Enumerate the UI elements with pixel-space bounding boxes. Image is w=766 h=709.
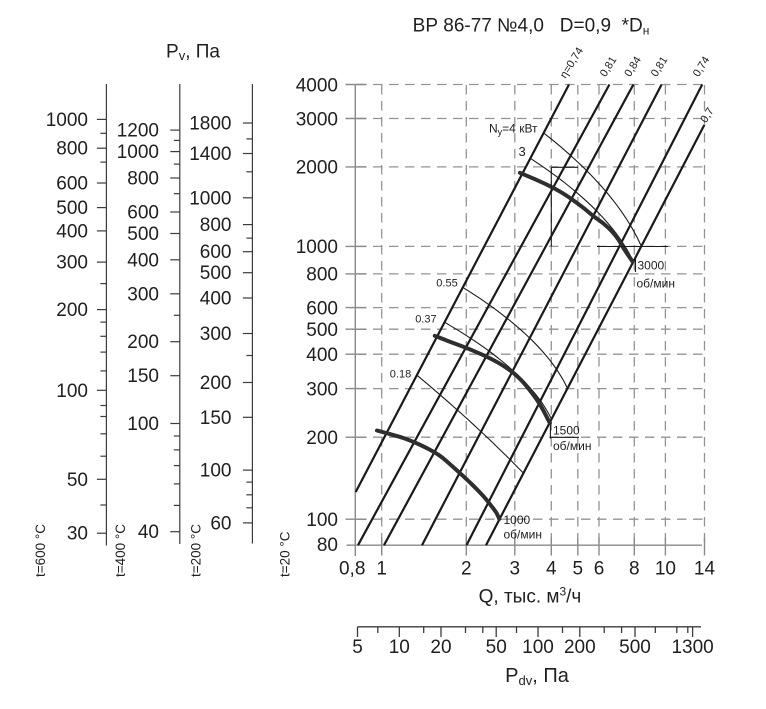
svg-text:500: 500 (306, 320, 338, 341)
svg-text:1300: 1300 (671, 637, 713, 658)
svg-text:t=400 °C: t=400 °C (113, 524, 128, 577)
svg-text:0,8: 0,8 (339, 559, 365, 580)
svg-text:20: 20 (430, 637, 451, 658)
svg-text:0.18: 0.18 (390, 369, 411, 381)
svg-text:50: 50 (67, 470, 88, 491)
svg-text:Nу=4 кВт: Nу=4 кВт (489, 122, 538, 138)
svg-text:об/мин: об/мин (637, 277, 675, 291)
svg-text:8: 8 (629, 559, 640, 580)
svg-text:400: 400 (200, 289, 232, 310)
svg-text:40: 40 (138, 522, 159, 543)
svg-text:500: 500 (200, 263, 232, 284)
svg-text:30: 30 (67, 524, 88, 545)
svg-text:Pv, Па: Pv, Па (166, 42, 220, 64)
svg-text:80: 80 (317, 535, 338, 556)
svg-text:0.55: 0.55 (436, 278, 457, 290)
svg-text:200: 200 (56, 300, 88, 321)
svg-text:5: 5 (573, 559, 584, 580)
svg-text:t=200 °C: t=200 °C (189, 524, 204, 577)
svg-text:800: 800 (127, 169, 159, 190)
svg-text:6: 6 (594, 559, 605, 580)
svg-text:800: 800 (56, 139, 88, 160)
svg-text:10: 10 (389, 637, 410, 658)
svg-text:t=20 °C: t=20 °C (278, 531, 293, 577)
svg-text:Pdv, Па: Pdv, Па (505, 665, 570, 688)
svg-text:3000: 3000 (296, 109, 338, 130)
svg-text:об/мин: об/мин (504, 528, 542, 542)
svg-text:100: 100 (200, 461, 232, 482)
svg-text:1200: 1200 (117, 121, 159, 142)
svg-text:1000: 1000 (504, 513, 531, 527)
svg-text:300: 300 (127, 284, 159, 305)
svg-text:300: 300 (56, 253, 88, 274)
svg-text:1000: 1000 (296, 237, 338, 258)
svg-text:Q, тыс. м3/ч: Q, тыс. м3/ч (479, 585, 582, 608)
svg-text:600: 600 (56, 174, 88, 195)
svg-text:1: 1 (376, 559, 387, 580)
svg-text:об/мин: об/мин (553, 439, 591, 453)
svg-text:100: 100 (306, 510, 338, 531)
svg-text:2: 2 (461, 559, 472, 580)
svg-text:1500: 1500 (553, 424, 580, 438)
svg-text:500: 500 (619, 637, 651, 658)
svg-text:3: 3 (519, 144, 526, 159)
svg-text:4000: 4000 (296, 75, 338, 96)
svg-text:500: 500 (56, 198, 88, 219)
svg-text:1000: 1000 (46, 110, 88, 131)
svg-text:t=600 °C: t=600 °C (33, 524, 48, 577)
svg-text:2000: 2000 (296, 158, 338, 179)
svg-text:100: 100 (56, 381, 88, 402)
svg-text:100: 100 (127, 414, 159, 435)
svg-text:600: 600 (306, 298, 338, 319)
svg-text:600: 600 (127, 203, 159, 224)
svg-text:14: 14 (694, 559, 716, 580)
svg-text:400: 400 (306, 345, 338, 366)
svg-text:1000: 1000 (189, 188, 231, 209)
svg-text:400: 400 (56, 221, 88, 242)
svg-text:150: 150 (200, 408, 232, 429)
svg-text:1400: 1400 (189, 144, 231, 165)
svg-text:5: 5 (352, 637, 363, 658)
svg-text:200: 200 (564, 637, 596, 658)
svg-text:800: 800 (306, 265, 338, 286)
svg-text:10: 10 (655, 559, 676, 580)
svg-text:200: 200 (127, 332, 159, 353)
svg-text:100: 100 (522, 637, 554, 658)
svg-text:0.37: 0.37 (415, 314, 436, 326)
svg-text:150: 150 (127, 366, 159, 387)
svg-text:200: 200 (200, 373, 232, 394)
svg-text:60: 60 (210, 513, 231, 534)
svg-text:500: 500 (127, 224, 159, 245)
svg-text:1800: 1800 (189, 114, 231, 135)
svg-text:800: 800 (200, 215, 232, 236)
svg-text:200: 200 (306, 428, 338, 449)
svg-text:3000: 3000 (638, 259, 665, 273)
svg-text:1000: 1000 (117, 142, 159, 163)
svg-text:400: 400 (127, 250, 159, 271)
svg-text:4: 4 (546, 559, 557, 580)
svg-text:300: 300 (200, 324, 232, 345)
svg-text:600: 600 (200, 242, 232, 263)
svg-text:300: 300 (306, 379, 338, 400)
svg-text:3: 3 (510, 559, 521, 580)
svg-text:ВР 86-77 №4,0 D=0,9 *Dн: ВР 86-77 №4,0 D=0,9 *Dн (413, 16, 650, 38)
svg-text:50: 50 (486, 637, 507, 658)
